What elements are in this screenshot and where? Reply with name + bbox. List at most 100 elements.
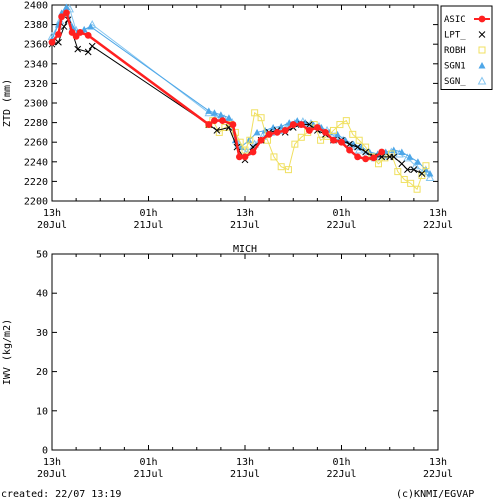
data-point [217,111,225,118]
plot-frame [51,4,439,202]
y-tick-label: 2320 [24,79,48,90]
data-point [289,121,297,128]
x-tick-label-time: 13h [429,457,447,468]
data-point [317,136,325,144]
data-point [235,153,243,161]
y-tick-label: 2300 [24,99,48,110]
data-point [237,143,245,151]
x-tick-label-time: 01h [139,457,157,468]
data-point [281,127,289,134]
data-point [219,117,226,125]
data-point [84,48,92,56]
x-tick-label-time: 13h [236,208,254,219]
data-point [362,143,370,151]
x-tick-label-time: 13h [429,208,447,219]
data-point [62,3,70,10]
data-point [322,129,329,136]
chart-title: MICH [233,244,257,255]
data-point [246,136,254,144]
y-tick-label: 2360 [24,40,48,51]
y-tick-label: 2240 [24,157,48,168]
data-point [413,185,421,193]
data-point [291,140,299,148]
y-tick-label: 2260 [24,138,48,149]
series-line [51,8,431,178]
data-point [354,143,361,151]
data-point [425,172,435,181]
data-point [270,153,278,161]
y-axis-label: IWV (kg/m2) [2,319,13,385]
data-point [229,121,237,128]
data-point [342,117,350,125]
data-point [210,109,218,116]
data-point [257,136,265,144]
x-tick-label-time: 01h [139,208,157,219]
data-point [362,155,370,163]
y-tick-label: 10 [36,406,48,417]
legend-marker [477,76,487,85]
legend: ASIC LPT_ ROBH SGN1 SGN_ [440,5,493,90]
data-point [426,170,434,177]
legend-label: SGN_ [444,77,466,87]
data-point [305,121,313,128]
data-point [410,166,418,173]
y-tick-label: 2220 [24,177,48,188]
data-point [398,148,406,155]
data-point [297,133,305,141]
data-point [398,160,406,168]
data-point [84,31,92,39]
data-point [241,153,249,161]
data-point [330,136,337,144]
legend-label: ROBH [444,46,466,56]
x-tick-label-time: 13h [236,457,254,468]
data-point [349,130,357,138]
data-point [205,121,213,128]
y-tick-label: 2280 [24,118,48,129]
data-point [76,29,84,36]
x-tick-label-time: 13h [43,457,61,468]
y-tick-label: 2340 [24,59,48,70]
data-point [333,130,341,138]
y-tick-label: 30 [36,328,48,339]
iwv-panel: 0102030405013h20Jul01h21Jul13h21Jul01h22… [2,244,453,480]
y-axis-label: ZTD (mm) [2,79,13,127]
x-tick-label-date: 21Jul [133,220,163,231]
y-tick-label: 0 [42,446,48,457]
data-point [336,121,344,129]
data-point [87,23,95,30]
created-label: created: 22/07 13:19 [1,489,121,500]
y-tick-label: 2400 [24,1,48,12]
data-point [355,136,363,144]
x-tick-label-date: 21Jul [230,220,260,231]
data-point [418,172,426,180]
data-point [241,146,249,154]
data-point [414,158,422,165]
y-tick-label: 50 [36,250,48,261]
ztd-panel: 2200 2220 2240 2260 2280 2300 2320 2340 2360 2380… [2,1,493,231]
x-tick-label-date: 21Jul [230,469,260,480]
data-point [346,140,353,148]
data-point [400,175,408,183]
x-tick-label-date: 20Jul [37,469,67,480]
data-point [404,166,411,173]
x-tick-label-time: 01h [332,208,350,219]
data-point [249,148,257,156]
legend-marker [478,62,486,69]
x-tick-label-date: 21Jul [133,469,163,480]
y-tick-label: 2200 [24,197,48,208]
data-point [55,31,62,38]
data-point [58,13,66,21]
series-robh [205,109,430,193]
data-point [406,153,414,160]
x-tick-label-time: 13h [43,208,61,219]
legend-label: SGN1 [444,62,466,72]
data-point [55,38,62,46]
data-point [354,153,361,161]
legend-label: ASIC [444,15,466,25]
data-point [48,38,56,46]
data-point [284,166,292,174]
data-point [329,126,337,134]
x-tick-label-time: 01h [332,457,350,468]
data-point [297,121,305,128]
data-point [305,127,313,134]
